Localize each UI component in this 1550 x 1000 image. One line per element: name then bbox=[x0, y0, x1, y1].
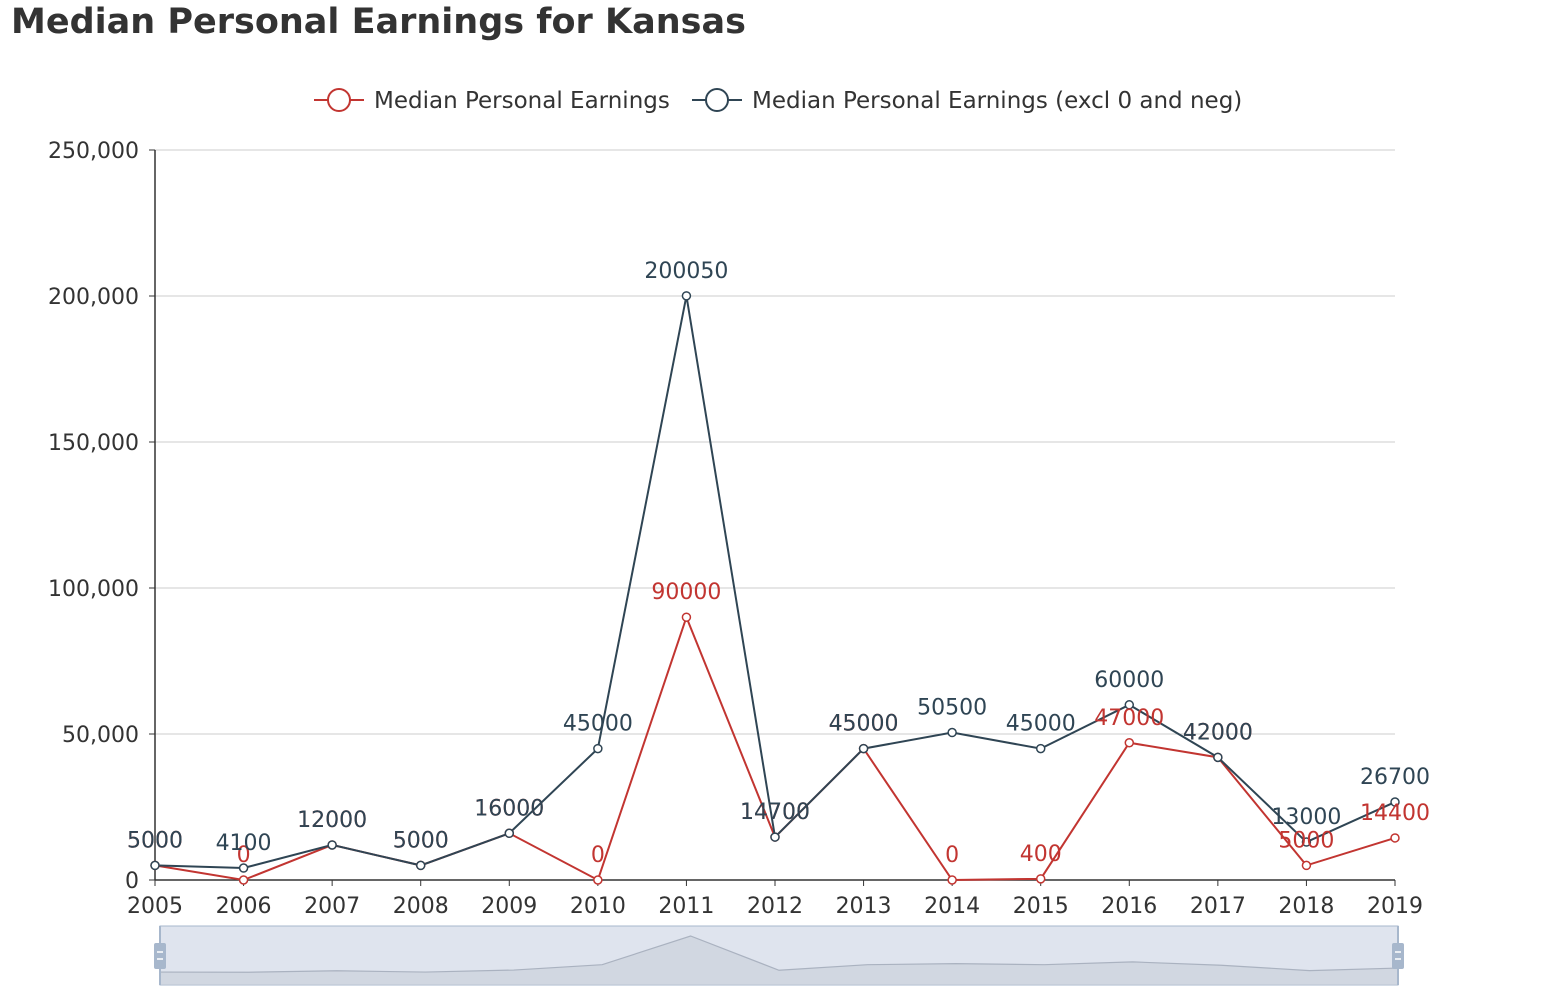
data-label: 60000 bbox=[1094, 668, 1164, 693]
data-point[interactable] bbox=[1213, 752, 1223, 763]
x-tick-label: 2011 bbox=[658, 894, 714, 919]
chart-title: Median Personal Earnings for Kansas bbox=[11, 2, 746, 42]
data-label: 14400 bbox=[1360, 801, 1430, 826]
data-point[interactable] bbox=[947, 875, 957, 885]
data-label: 42000 bbox=[1183, 720, 1253, 745]
data-point[interactable] bbox=[681, 291, 692, 301]
data-point[interactable] bbox=[770, 832, 780, 842]
data-label: 5000 bbox=[127, 828, 183, 853]
data-label: 200050 bbox=[644, 259, 728, 284]
data-label: 5000 bbox=[393, 828, 449, 853]
legend-label: Median Personal Earnings (excl 0 and neg… bbox=[752, 88, 1242, 114]
legend-circle-icon bbox=[327, 88, 351, 112]
y-tick-label: 250,000 bbox=[48, 139, 139, 164]
legend-item-2[interactable]: Median Personal Earnings (excl 0 and neg… bbox=[692, 88, 1242, 114]
x-tick-label: 2010 bbox=[570, 894, 626, 919]
data-label: 16000 bbox=[474, 796, 544, 821]
data-label: 5000 bbox=[127, 828, 183, 853]
data-point[interactable] bbox=[150, 860, 160, 871]
x-tick-label: 2019 bbox=[1367, 894, 1423, 919]
data-point[interactable] bbox=[1124, 700, 1135, 710]
data-point[interactable] bbox=[1390, 833, 1400, 843]
legend-label: Median Personal Earnings bbox=[374, 88, 670, 114]
data-point[interactable] bbox=[1301, 837, 1312, 847]
legend-item-1[interactable]: Median Personal Earnings bbox=[314, 88, 670, 114]
data-point[interactable] bbox=[947, 727, 957, 738]
data-point[interactable] bbox=[1390, 797, 1400, 807]
x-tick-label: 2018 bbox=[1278, 894, 1334, 919]
y-tick-label: 200,000 bbox=[48, 285, 139, 310]
data-zoom-left-handle[interactable] bbox=[154, 943, 166, 969]
x-tick-label: 2017 bbox=[1190, 894, 1246, 919]
data-point[interactable] bbox=[327, 840, 337, 850]
y-tick-label: 50,000 bbox=[62, 723, 139, 748]
data-point[interactable] bbox=[238, 875, 249, 885]
data-label: 0 bbox=[591, 843, 605, 868]
x-tick-label: 2012 bbox=[747, 894, 803, 919]
data-zoom-shadow-line bbox=[159, 935, 1399, 973]
grid-lines bbox=[155, 149, 1395, 735]
x-tick-label: 2013 bbox=[836, 894, 892, 919]
x-tick-label: 2014 bbox=[924, 894, 980, 919]
data-point[interactable] bbox=[238, 863, 249, 873]
data-point[interactable] bbox=[681, 612, 692, 622]
x-tick-label: 2005 bbox=[127, 894, 183, 919]
data-point[interactable] bbox=[1035, 743, 1046, 754]
y-tick-label: 0 bbox=[125, 869, 139, 894]
data-label: 5000 bbox=[1278, 828, 1334, 853]
series-lines bbox=[150, 291, 1400, 885]
x-tick-label: 2008 bbox=[393, 894, 449, 919]
data-label: 50500 bbox=[917, 696, 987, 721]
data-label: 12000 bbox=[297, 808, 367, 833]
data-label: 42000 bbox=[1183, 720, 1253, 745]
data-label: 90000 bbox=[651, 580, 721, 605]
data-point[interactable] bbox=[1301, 860, 1312, 871]
series-line-2 bbox=[154, 295, 1396, 870]
data-label: 5000 bbox=[393, 828, 449, 853]
legend[interactable]: Median Personal Earnings Median Personal … bbox=[314, 88, 1242, 114]
data-label: 14700 bbox=[740, 800, 810, 825]
data-label: 4100 bbox=[216, 831, 272, 856]
data-label: 45000 bbox=[829, 712, 899, 737]
data-zoom-right-handle[interactable] bbox=[1392, 943, 1404, 969]
data-zoom-shadow-area bbox=[160, 936, 1398, 985]
data-label: 12000 bbox=[297, 808, 367, 833]
data-point[interactable] bbox=[593, 875, 603, 885]
y-tick-label: 100,000 bbox=[48, 577, 139, 602]
x-tick-label: 2009 bbox=[481, 894, 537, 919]
data-label: 26700 bbox=[1360, 765, 1430, 790]
data-label: 400 bbox=[1020, 842, 1062, 867]
data-label: 0 bbox=[237, 843, 251, 868]
data-point[interactable] bbox=[1035, 874, 1046, 884]
data-label: 0 bbox=[945, 843, 959, 868]
x-tick-label: 2006 bbox=[216, 894, 272, 919]
data-zoom-slider[interactable] bbox=[154, 925, 1404, 986]
data-point[interactable] bbox=[593, 743, 603, 754]
data-label: 16000 bbox=[474, 796, 544, 821]
data-label: 14700 bbox=[740, 800, 810, 825]
x-tick-label: 2007 bbox=[304, 894, 360, 919]
data-label: 45000 bbox=[563, 712, 633, 737]
data-point[interactable] bbox=[504, 828, 515, 839]
data-label: 13000 bbox=[1271, 805, 1341, 830]
axes: 0 50,000 100,000 150,000 200,000 250,000 2005 2… bbox=[48, 139, 1423, 919]
data-label: 45000 bbox=[829, 712, 899, 737]
data-label: 45000 bbox=[1006, 712, 1076, 737]
data-point[interactable] bbox=[858, 743, 869, 754]
data-point[interactable] bbox=[1124, 738, 1135, 748]
legend-circle-icon bbox=[705, 88, 729, 112]
x-tick-label: 2016 bbox=[1101, 894, 1157, 919]
data-labels: 5000 0 12000 5000 16000 0 90000 14700 45000 0 400 4… bbox=[127, 259, 1430, 868]
x-tick-label: 2015 bbox=[1013, 894, 1069, 919]
data-label: 47000 bbox=[1094, 706, 1164, 731]
data-point[interactable] bbox=[415, 860, 426, 871]
y-tick-label: 150,000 bbox=[48, 431, 139, 456]
